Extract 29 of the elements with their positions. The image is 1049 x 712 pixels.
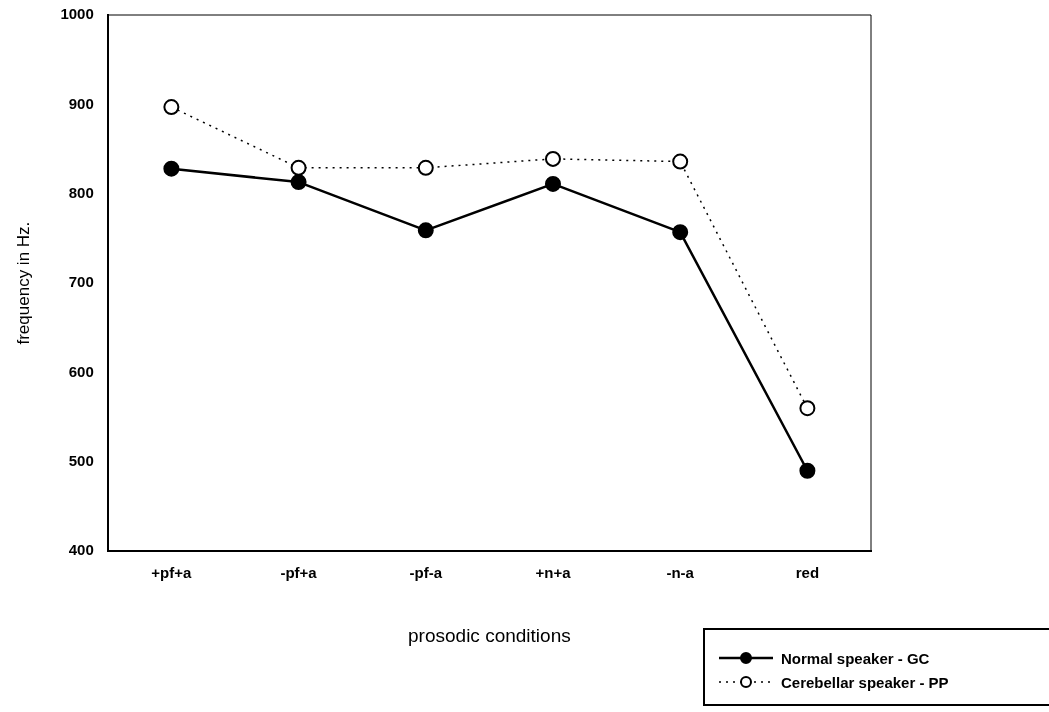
point	[417, 159, 434, 176]
point	[163, 160, 180, 177]
y-tick-label: 900	[68, 94, 94, 112]
x-axis-title: prosodic conditions	[408, 624, 571, 646]
x-tick-label: -pf+a	[280, 564, 318, 582]
y-tick-label: 600	[68, 362, 94, 380]
x-tick-label: +pf+a	[151, 564, 193, 582]
point	[290, 174, 307, 191]
x-tick-label: -pf-a	[409, 564, 443, 582]
legend-label: Cerebellar speaker - PP	[781, 673, 949, 691]
point	[799, 462, 816, 479]
y-tick-label: 1000	[60, 5, 94, 23]
y-tick-label: 400	[68, 541, 94, 559]
x-tick-label: red	[795, 564, 820, 582]
point	[417, 222, 434, 239]
x-tick-label: +n+a	[535, 564, 572, 582]
point	[672, 224, 689, 241]
y-tick-label: 500	[68, 451, 94, 469]
point	[799, 400, 816, 417]
point	[672, 153, 689, 170]
point	[544, 175, 561, 192]
point	[290, 159, 307, 176]
point	[163, 99, 180, 116]
legend-label: Normal speaker - GC	[781, 649, 930, 667]
y-tick-label: 700	[68, 273, 94, 291]
y-axis-title: frequency in Hz.	[13, 221, 33, 345]
x-tick-label: -n-a	[666, 564, 695, 582]
point	[544, 150, 561, 167]
y-tick-label: 800	[68, 183, 94, 201]
